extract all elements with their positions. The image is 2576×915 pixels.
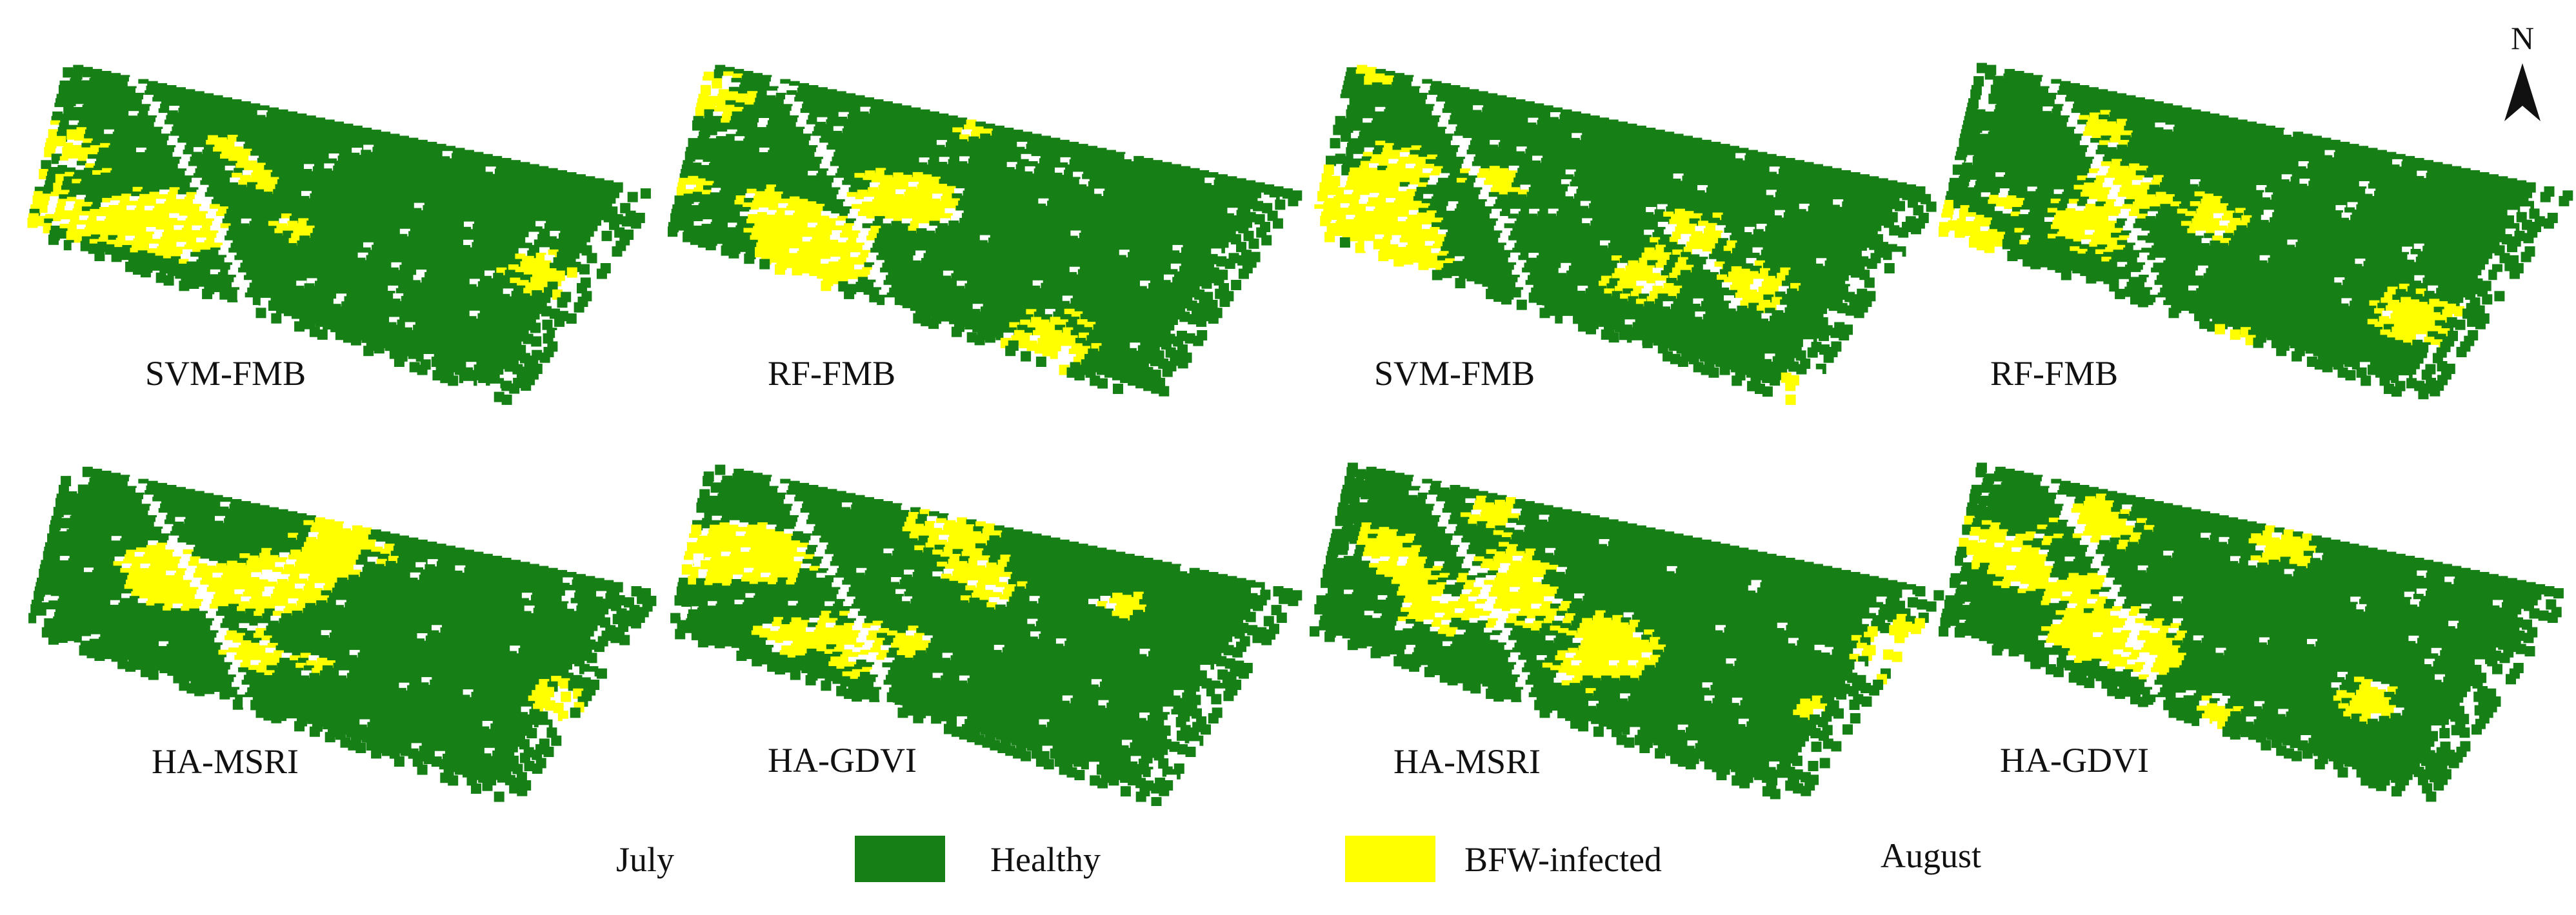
healthy-swatch [855, 836, 945, 882]
classification-map [1313, 64, 1937, 405]
panel-label: HA-GDVI [768, 741, 917, 780]
panel-label: HA-MSRI [152, 742, 299, 781]
classification-map [670, 464, 1303, 806]
panel-label: HA-MSRI [1393, 742, 1541, 781]
classification-map [668, 64, 1303, 397]
map-cells [28, 466, 657, 802]
map-panel-july-svm-fmb [26, 19, 664, 406]
map-panel-august-rf-fmb [1939, 19, 2576, 406]
map-panel-july-rf-fmb [668, 19, 1306, 406]
map-panel-august-ha-gdvi [1939, 419, 2576, 806]
map-panel-august-ha-msri [1310, 419, 1948, 806]
map-cells [668, 64, 1303, 397]
legend-august-label: August [1881, 836, 1982, 875]
legend-july-label: July [616, 840, 675, 879]
classification-map [1310, 462, 1944, 800]
north-arrow-icon [2504, 63, 2541, 121]
map-cells [27, 64, 651, 405]
map-panel-august-svm-fmb [1310, 19, 1948, 406]
panel-label: SVM-FMB [145, 354, 306, 393]
classification-map [28, 466, 657, 802]
map-cells [1939, 462, 2564, 802]
map-cells [1310, 462, 1944, 800]
north-label: N [2510, 20, 2535, 56]
north-arrow: N [2487, 19, 2558, 129]
map-cells [670, 464, 1303, 806]
legend-healthy-label: Healthy [990, 840, 1101, 879]
infected-swatch [1345, 836, 1435, 882]
panel-label: SVM-FMB [1374, 354, 1535, 393]
classification-map [1939, 63, 2573, 400]
legend-infected-label: BFW-infected [1464, 840, 1662, 879]
map-cells [1939, 63, 2573, 400]
classification-map [1939, 462, 2564, 802]
panel-label: HA-GDVI [2000, 741, 2149, 780]
classification-map [27, 64, 651, 405]
map-panel-july-ha-gdvi [668, 419, 1306, 806]
map-cells [1313, 64, 1937, 405]
panel-label: RF-FMB [1990, 354, 2119, 393]
map-panel-july-ha-msri [26, 419, 664, 806]
panel-label: RF-FMB [768, 354, 896, 393]
